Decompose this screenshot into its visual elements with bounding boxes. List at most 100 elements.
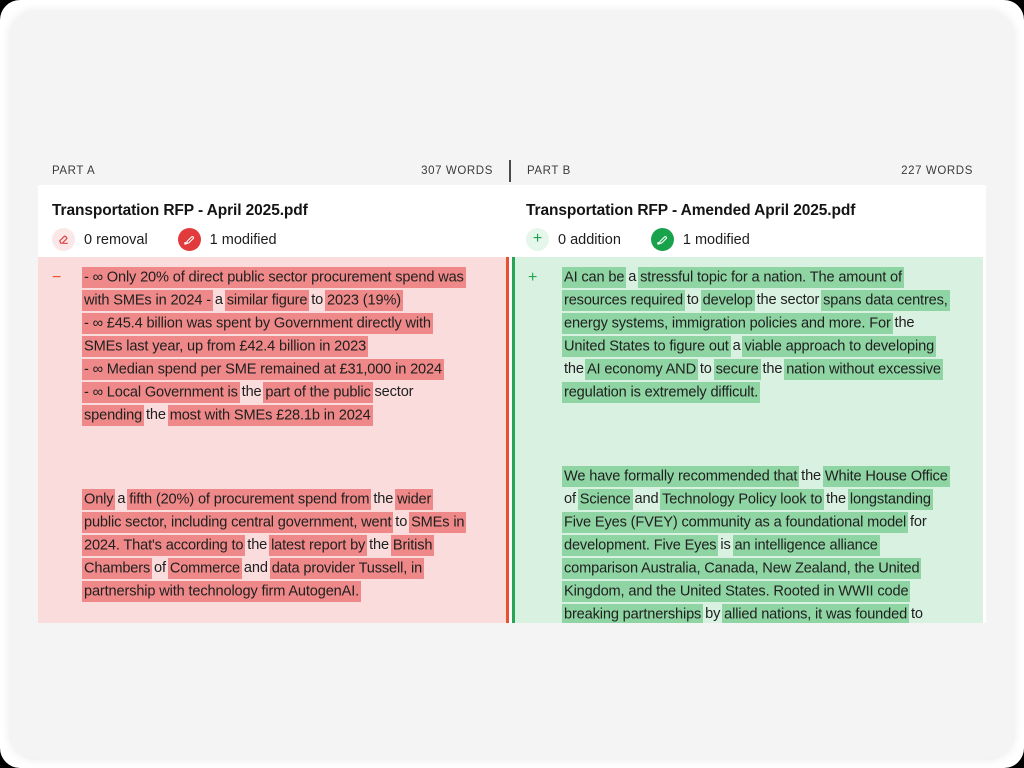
diff-line: SMEs last year, up from £42.4 billion in… — [84, 335, 500, 358]
highlighted-segment: AI economy AND — [586, 358, 696, 380]
highlighted-segment: Science — [579, 488, 631, 510]
diff-line: Chambers of Commerce and data provider T… — [84, 557, 500, 580]
text-segment: to — [907, 606, 923, 622]
document-b-stats: + 0 addition 1 modified — [526, 228, 972, 251]
modified-count-label-b: 1 modified — [682, 231, 750, 248]
highlighted-segment: develop — [702, 289, 753, 311]
text-segment: is — [716, 537, 735, 553]
highlighted-segment: Only — [84, 488, 114, 510]
highlighted-segment: an intelligence alliance — [734, 534, 878, 556]
diff-line: spending the most with SMEs £28.1b in 20… — [84, 404, 500, 427]
document-b-title-block: Transportation RFP - Amended April 2025.… — [512, 185, 986, 257]
diff-line: development. Five Eyes is an intelligenc… — [564, 534, 977, 557]
highlighted-segment: - ∞ Median spend per SME remained at £31… — [84, 358, 442, 380]
diff-line: partnership with technology firm Autogen… — [84, 580, 500, 603]
document-b-content[interactable]: + AI can be a stressful topic for a nati… — [512, 257, 983, 623]
part-a-label: PART A — [52, 165, 96, 177]
diff-line: AI can be a stressful topic for a nation… — [564, 266, 977, 289]
text-segment: and — [239, 560, 272, 576]
eraser-icon — [52, 228, 75, 251]
highlighted-segment: Technology Policy look to — [662, 488, 822, 510]
highlighted-segment: latest report by — [271, 534, 365, 556]
highlighted-segment: - ∞ Local Government is — [84, 381, 238, 403]
highlighted-segment: Chambers — [84, 557, 150, 579]
pen-icon — [177, 228, 201, 251]
diff-block: AI can be a stressful topic for a nation… — [564, 266, 977, 404]
diff-line: public sector, including central governm… — [84, 511, 500, 534]
text-segment: the — [822, 491, 850, 507]
part-b-label: PART B — [527, 165, 571, 177]
text-segment: of — [564, 491, 580, 507]
highlighted-segment: - ∞ Only 20% of direct public sector pro… — [84, 266, 464, 288]
text-segment: the — [237, 384, 266, 400]
text-segment: to — [391, 514, 412, 530]
highlighted-segment: development. Five Eyes — [564, 534, 717, 556]
highlighted-segment: 2023 (19%) — [327, 289, 401, 311]
highlighted-segment: energy systems, immigration policies and… — [564, 312, 891, 334]
diff-block: We have formally recommended that the Wh… — [564, 465, 977, 623]
modified-count-label-a: 1 modified — [209, 231, 277, 248]
diff-line: resources required to develop the sector… — [564, 289, 977, 312]
diff-line: energy systems, immigration policies and… — [564, 312, 977, 335]
addition-stat: + 0 addition — [526, 228, 621, 251]
highlighted-segment: - ∞ £45.4 billion was spent by Governmen… — [84, 312, 431, 334]
document-a-content[interactable]: − - ∞ Only 20% of direct public sector p… — [38, 257, 509, 623]
highlighted-segment: breaking partnerships — [564, 603, 701, 623]
diff-panels-row: − - ∞ Only 20% of direct public sector p… — [38, 257, 986, 623]
pen-icon — [650, 228, 674, 251]
added-marker: + — [528, 269, 538, 286]
highlighted-segment: longstanding — [849, 488, 931, 510]
text-segment: sector — [370, 384, 414, 400]
diff-line: comparison Australia, Canada, New Zealan… — [564, 557, 977, 580]
compare-header: PART A 307 WORDS PART B 227 WORDS — [38, 158, 986, 184]
diff-line: - ∞ Only 20% of direct public sector pro… — [84, 266, 500, 289]
text-segment: the — [243, 537, 272, 553]
text-segment: of — [150, 560, 170, 576]
text-segment: and — [630, 491, 663, 507]
text-segment: a — [210, 292, 227, 308]
addition-count-label: 0 addition — [558, 231, 621, 248]
text-segment: the — [142, 407, 170, 423]
highlighted-segment: secure — [715, 358, 759, 380]
diff-block: Only a fifth (20%) of procurement spend … — [84, 488, 500, 603]
diff-line: - ∞ Median spend per SME remained at £31… — [84, 358, 500, 381]
highlighted-segment: allied nations, it was founded — [724, 603, 907, 623]
diff-line: regulation is extremely difficult. — [564, 381, 977, 404]
part-b-header: PART B 227 WORDS — [511, 165, 986, 177]
highlighted-segment: nation without excessive — [786, 358, 941, 380]
text-segment: to — [682, 292, 703, 308]
diff-line: Five Eyes (FVEY) community as a foundati… — [564, 511, 977, 534]
highlighted-segment: public sector, including central governm… — [84, 511, 392, 533]
text-segment: the — [365, 537, 393, 553]
highlighted-segment: We have formally recommended that — [564, 465, 797, 487]
highlighted-segment: stressful topic for a nation. The amount… — [640, 266, 902, 288]
diff-line: Only a fifth (20%) of procurement spend … — [84, 488, 500, 511]
document-titles-row: Transportation RFP - April 2025.pdf 0 re… — [38, 185, 986, 257]
document-a-text: - ∞ Only 20% of direct public sector pro… — [84, 266, 500, 603]
diff-line: - ∞ £45.4 billion was spent by Governmen… — [84, 312, 500, 335]
highlighted-segment: SMEs in — [411, 511, 465, 533]
removal-count-label: 0 removal — [84, 231, 148, 248]
text-segment: a — [624, 269, 641, 285]
highlighted-segment: resources required — [564, 289, 683, 311]
text-segment: the — [564, 361, 587, 377]
highlighted-segment: fifth (20%) of procurement — [129, 488, 294, 510]
highlighted-segment: spending — [84, 404, 142, 426]
part-a-word-count: 307 WORDS — [421, 165, 493, 177]
text-segment: the — [758, 361, 787, 377]
diff-line: United States to figure out a viable app… — [564, 335, 977, 358]
text-segment: the — [797, 468, 825, 484]
diff-line: with SMEs in 2024 - a similar figure to … — [84, 289, 500, 312]
text-segment: a — [728, 338, 745, 354]
document-compare-area: Transportation RFP - April 2025.pdf 0 re… — [38, 185, 986, 623]
highlighted-segment: wider — [397, 488, 431, 510]
text-segment: the — [369, 491, 398, 507]
diff-line: We have formally recommended that the Wh… — [564, 465, 977, 488]
highlighted-segment: United States to figure out — [564, 335, 729, 357]
highlighted-segment: part of the public — [265, 381, 371, 403]
highlighted-segment: AI can be — [564, 266, 624, 288]
modified-stat-b: 1 modified — [650, 228, 750, 251]
highlighted-segment: data provider Tussell, in — [271, 557, 422, 579]
comparison-card: PART A 307 WORDS PART B 227 WORDS Transp… — [10, 10, 1014, 758]
